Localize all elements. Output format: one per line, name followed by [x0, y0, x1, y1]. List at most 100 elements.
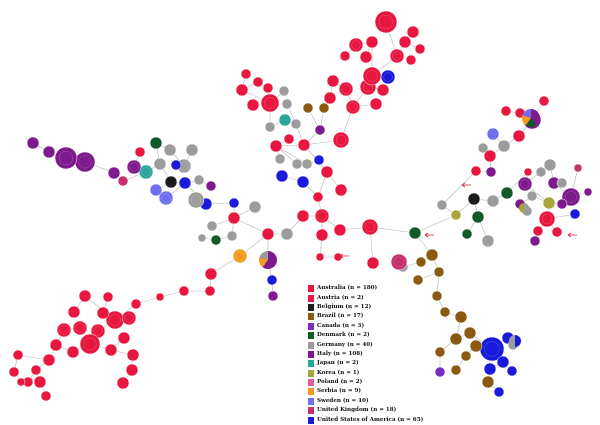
- node-ring: [317, 211, 327, 221]
- node-ring: [124, 313, 134, 323]
- node: [374, 10, 398, 34]
- node: [54, 146, 78, 170]
- node: [538, 210, 556, 228]
- legend-item: Italy (n = 108): [308, 350, 426, 359]
- node: [296, 175, 310, 189]
- node: [398, 35, 412, 49]
- node-ring: [78, 155, 92, 169]
- node-ring: [351, 40, 361, 50]
- node: [187, 191, 205, 209]
- node: [312, 191, 324, 203]
- node: [523, 167, 533, 177]
- node: [405, 54, 417, 66]
- node-ring: [392, 51, 402, 61]
- edge: [441, 170, 477, 206]
- node-ring: [541, 213, 553, 225]
- node: [235, 83, 249, 97]
- node: [467, 192, 481, 206]
- legend-swatch: [308, 416, 314, 424]
- node: [359, 50, 373, 64]
- pie-node-slice: [262, 251, 277, 269]
- node: [433, 266, 445, 278]
- pie-node-slice: [522, 109, 531, 118]
- node: [481, 375, 495, 389]
- legend-swatch: [308, 332, 314, 340]
- legend-swatch: [308, 369, 314, 377]
- node-ring: [75, 323, 85, 333]
- node: [149, 136, 163, 150]
- node: [267, 290, 279, 302]
- legend: Australia (n = 180) Austria (n = 2) Belgiu…: [308, 284, 426, 425]
- legend-label: Brazil (n = 17): [317, 313, 364, 320]
- legend-label: Australia (n = 180): [317, 285, 378, 292]
- edge: [414, 214, 457, 234]
- node: [163, 143, 177, 157]
- node: [96, 306, 110, 320]
- node: [26, 136, 40, 150]
- legend-item: Serbia (n = 9): [308, 387, 426, 396]
- legend-label: Poland (n = 2): [317, 379, 363, 386]
- pie-node-slice: [259, 251, 268, 260]
- node: [155, 292, 165, 302]
- node-ring: [129, 162, 139, 172]
- node: [486, 127, 500, 141]
- node: [125, 363, 139, 377]
- node: [365, 35, 379, 49]
- node: [477, 142, 489, 154]
- node: [454, 310, 468, 324]
- node: [348, 37, 364, 53]
- legend-label: Italy (n = 108): [317, 350, 363, 357]
- node-ring: [58, 150, 74, 166]
- legend-swatch: [308, 407, 314, 415]
- node: [248, 200, 262, 214]
- legend-item: Poland (n = 2): [308, 378, 426, 387]
- node: [415, 256, 427, 268]
- node: [204, 267, 218, 281]
- node: [320, 165, 334, 179]
- legend-swatch: [308, 397, 314, 405]
- node: [74, 151, 96, 173]
- node: [66, 345, 80, 359]
- node: [506, 365, 518, 377]
- node-ring: [190, 194, 202, 206]
- node: [439, 306, 451, 318]
- minimum-spanning-tree: [8, 10, 593, 402]
- node: [79, 333, 101, 355]
- node: [376, 83, 390, 97]
- node: [8, 366, 20, 378]
- legend-label: Belgium (n = 12): [317, 303, 372, 310]
- nodes: [8, 10, 593, 402]
- node: [121, 310, 137, 326]
- node-ring: [59, 325, 69, 335]
- arrow-marker-head: [567, 232, 572, 238]
- node-ring: [335, 134, 347, 146]
- legend-label: Denmark (n = 2): [317, 332, 370, 339]
- legend-item: Australia (n = 180): [308, 284, 426, 293]
- node: [449, 332, 463, 346]
- node: [72, 320, 88, 336]
- node: [390, 253, 408, 271]
- pie-node-slice: [524, 203, 529, 213]
- legend-label: United Kingdom (n = 18): [317, 407, 397, 414]
- node: [296, 209, 310, 223]
- legend-swatch: [308, 322, 314, 330]
- node: [204, 285, 216, 297]
- node: [126, 348, 140, 362]
- node: [290, 118, 302, 130]
- node: [197, 233, 207, 243]
- edge: [233, 217, 269, 235]
- node: [333, 223, 347, 237]
- node: [266, 274, 278, 286]
- pie-node-slice: [531, 109, 540, 126]
- node: [56, 322, 72, 338]
- node: [297, 138, 311, 152]
- node: [338, 81, 354, 97]
- legend-item: Canada (n = 3): [308, 322, 426, 331]
- node: [362, 66, 382, 86]
- node: [104, 343, 118, 357]
- node: [40, 390, 52, 402]
- node: [16, 377, 26, 387]
- node: [313, 154, 325, 166]
- node: [483, 362, 497, 376]
- node: [262, 82, 274, 94]
